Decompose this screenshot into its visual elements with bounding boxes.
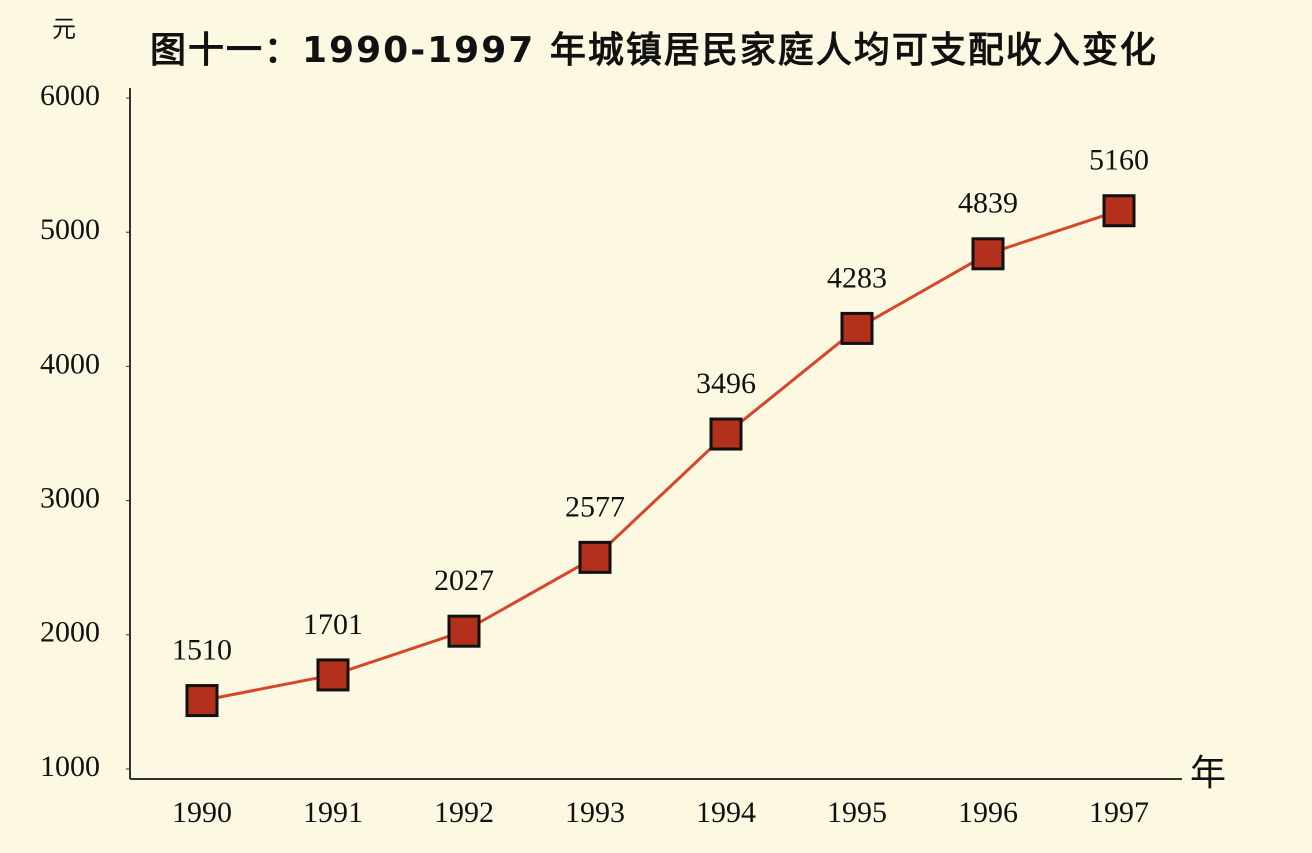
marker — [578, 540, 612, 574]
marker — [447, 614, 481, 648]
y-tick-label: 6000 — [40, 79, 100, 112]
chart-title: 图十一：1990-1997 年城镇居民家庭人均可支配收入变化 — [150, 29, 1158, 71]
y-tick-label: 5000 — [40, 213, 100, 246]
data-label: 4283 — [827, 261, 887, 294]
x-tick-label: 1996 — [958, 796, 1018, 829]
marker — [971, 237, 1005, 271]
x-tick-label: 1992 — [434, 796, 494, 829]
x-tick-label: 1997 — [1089, 796, 1149, 829]
data-label: 4839 — [958, 187, 1018, 220]
y-tick-label: 1000 — [40, 750, 100, 783]
x-tick-label: 1990 — [172, 796, 232, 829]
y-tick-label: 2000 — [40, 616, 100, 649]
y-tick-label: 3000 — [40, 481, 100, 514]
x-tick-label: 1991 — [303, 796, 363, 829]
marker — [316, 658, 350, 692]
x-tick-label: 1995 — [827, 796, 887, 829]
marker — [185, 684, 219, 718]
x-tick-label: 1993 — [565, 796, 625, 829]
data-label: 2577 — [565, 490, 625, 523]
line — [201, 209, 1120, 703]
x-unit: 年 — [1190, 753, 1226, 794]
data-label: 3496 — [696, 367, 756, 400]
data-label: 5160 — [1089, 144, 1149, 177]
marker — [709, 417, 743, 451]
marker — [840, 311, 874, 345]
data-label: 1701 — [303, 608, 363, 641]
data-label: 2027 — [434, 564, 494, 597]
y-tick-label: 4000 — [40, 347, 100, 380]
y-unit: 元 — [52, 15, 76, 43]
data-label: 1510 — [172, 633, 232, 666]
x-tick-label: 1994 — [696, 796, 756, 829]
marker — [1102, 194, 1136, 228]
